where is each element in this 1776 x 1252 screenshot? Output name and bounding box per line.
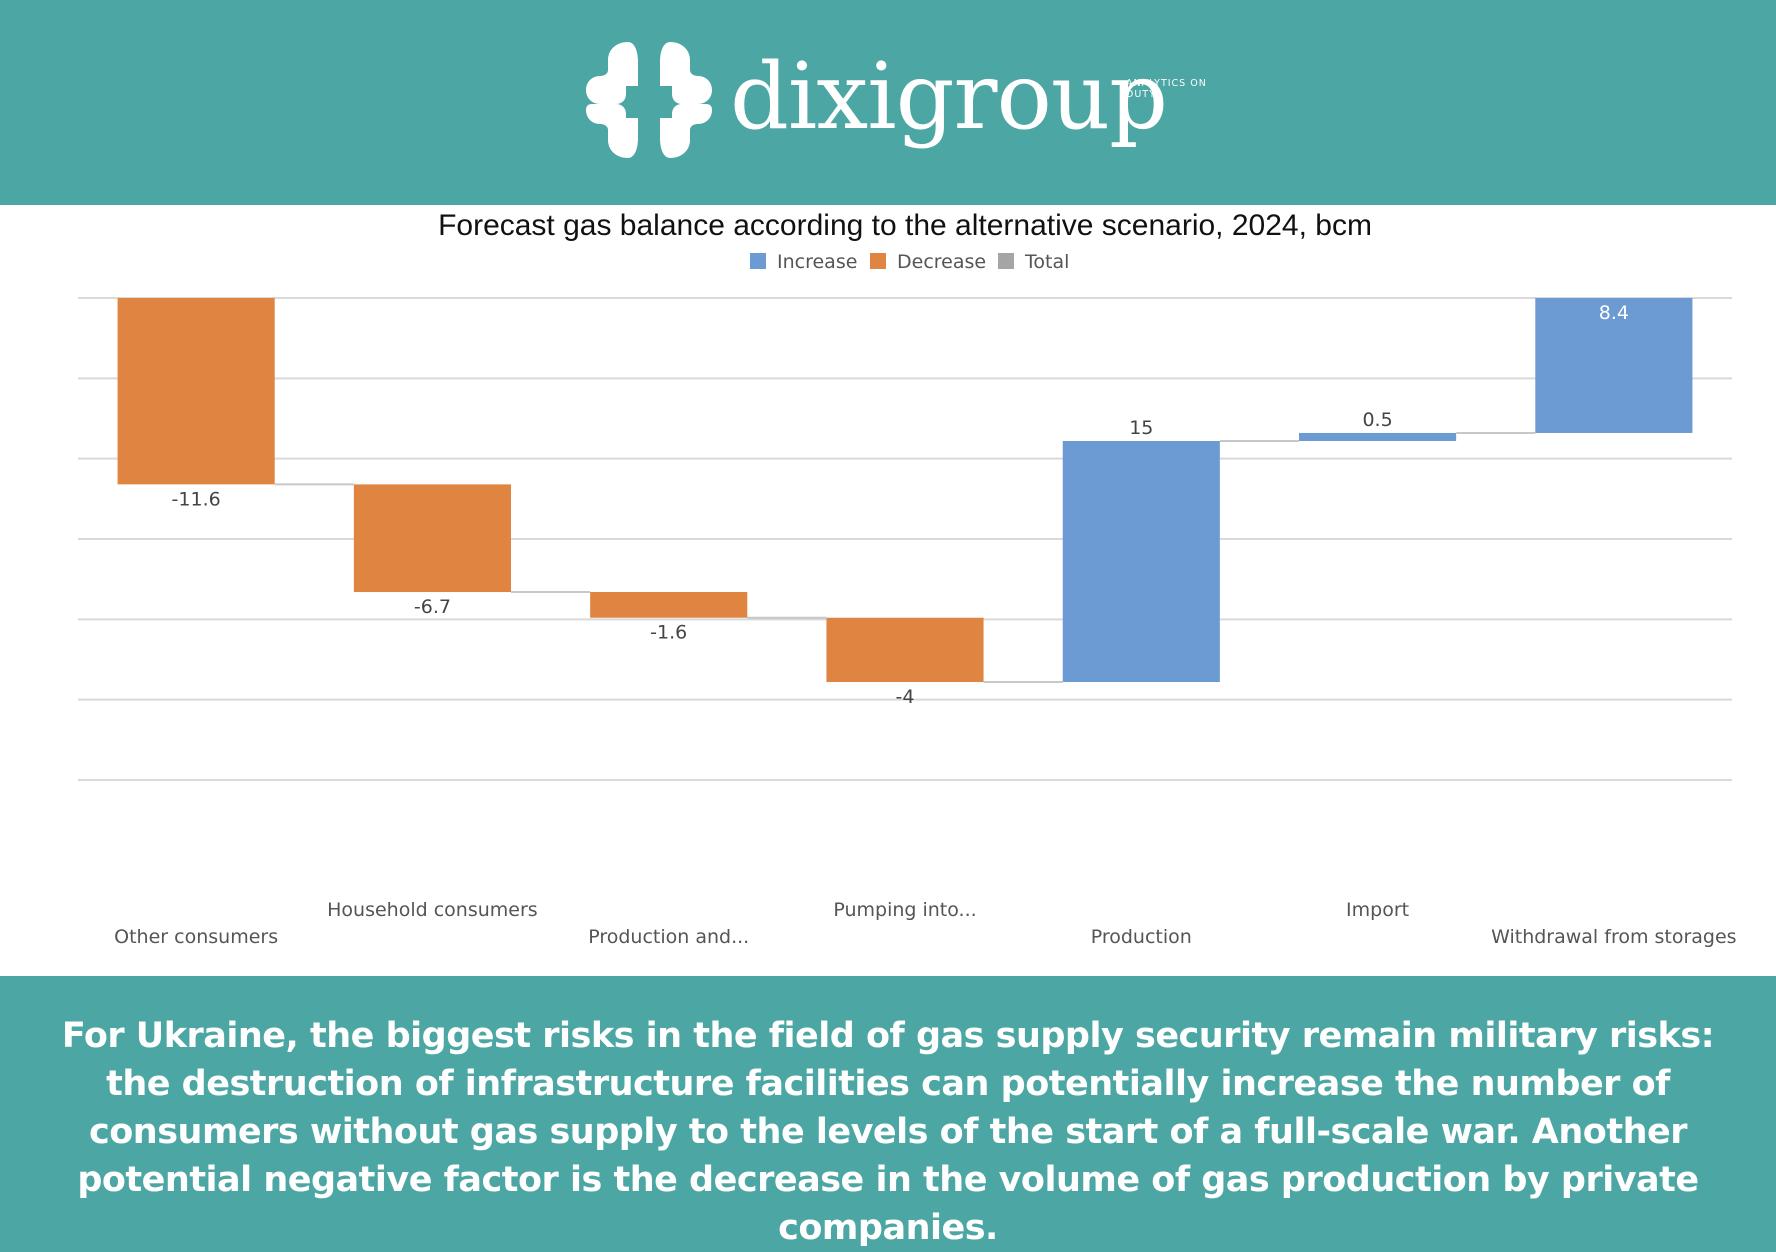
bar-1: [117, 298, 275, 485]
data-label-4: -4: [896, 686, 915, 708]
bar-7: [1535, 298, 1693, 433]
data-label-7: 8.4: [1599, 302, 1629, 324]
legend-label-increase: Increase: [777, 251, 857, 273]
legend-swatch-decrease: [870, 253, 886, 269]
bar-2: [353, 484, 511, 593]
bar-4: [826, 617, 984, 682]
bar-6: [1299, 432, 1457, 441]
legend-swatch-increase: [750, 253, 766, 269]
footer-banner: For Ukraine, the biggest risks in the fi…: [0, 976, 1776, 1252]
chart-panel: Forecast gas balance according to the al…: [0, 205, 1776, 976]
data-label-6: 0.5: [1362, 409, 1392, 431]
header-banner: dixigroup ANALYTICS ON DUTY: [0, 0, 1776, 205]
category-label-1: Other consumers: [114, 926, 278, 948]
category-label-4: Pumping into...: [833, 899, 976, 921]
logo-wordmark: dixigroup: [730, 43, 1168, 150]
category-label-7: Withdrawal from storages: [1491, 926, 1737, 948]
category-label-5: Production: [1091, 926, 1192, 948]
data-label-5: 15: [1129, 417, 1153, 439]
logo-tagline: ANALYTICS ON DUTY: [1126, 78, 1207, 100]
data-label-2: -6.7: [414, 596, 451, 618]
legend-label-total: Total: [1024, 251, 1069, 273]
category-label-3: Production and...: [588, 926, 749, 948]
category-label-2: Household consumers: [327, 899, 538, 921]
bar-5: [1062, 440, 1220, 682]
chart-title: Forecast gas balance according to the al…: [438, 209, 1372, 242]
data-label-1: -11.6: [172, 488, 221, 510]
bar-3: [590, 592, 748, 618]
waterfall-chart: Forecast gas balance according to the al…: [78, 209, 1737, 948]
legend-label-decrease: Decrease: [897, 251, 986, 273]
dixigroup-logo-icon: [586, 42, 712, 158]
legend-swatch-total: [998, 253, 1014, 269]
category-label-6: Import: [1346, 899, 1409, 921]
footer-caption: For Ukraine, the biggest risks in the fi…: [61, 1016, 1715, 1248]
data-label-3: -1.6: [650, 622, 687, 644]
